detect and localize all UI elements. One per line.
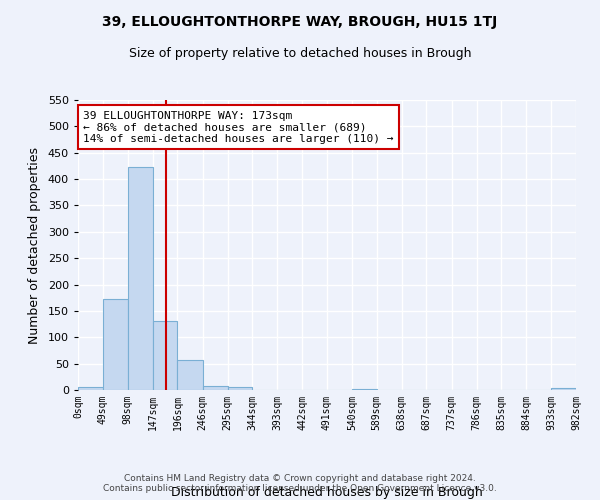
Bar: [352, 389, 377, 390]
Bar: [152, 321, 178, 390]
Bar: [551, 388, 576, 390]
Text: Size of property relative to detached houses in Brough: Size of property relative to detached ho…: [129, 48, 471, 60]
Bar: [178, 360, 203, 390]
Bar: [227, 387, 253, 390]
Bar: [128, 168, 152, 390]
Bar: [103, 300, 128, 390]
Text: Contains public sector information licensed under the Open Government Licence v3: Contains public sector information licen…: [103, 484, 497, 493]
Text: 39, ELLOUGHTONTHORPE WAY, BROUGH, HU15 1TJ: 39, ELLOUGHTONTHORPE WAY, BROUGH, HU15 1…: [103, 15, 497, 29]
Bar: [78, 388, 103, 390]
Text: 39 ELLOUGHTONTHORPE WAY: 173sqm
← 86% of detached houses are smaller (689)
14% o: 39 ELLOUGHTONTHORPE WAY: 173sqm ← 86% of…: [83, 110, 394, 144]
Text: Contains HM Land Registry data © Crown copyright and database right 2024.: Contains HM Land Registry data © Crown c…: [124, 474, 476, 483]
Bar: [203, 386, 227, 390]
Y-axis label: Number of detached properties: Number of detached properties: [28, 146, 41, 344]
X-axis label: Distribution of detached houses by size in Brough: Distribution of detached houses by size …: [171, 486, 483, 498]
